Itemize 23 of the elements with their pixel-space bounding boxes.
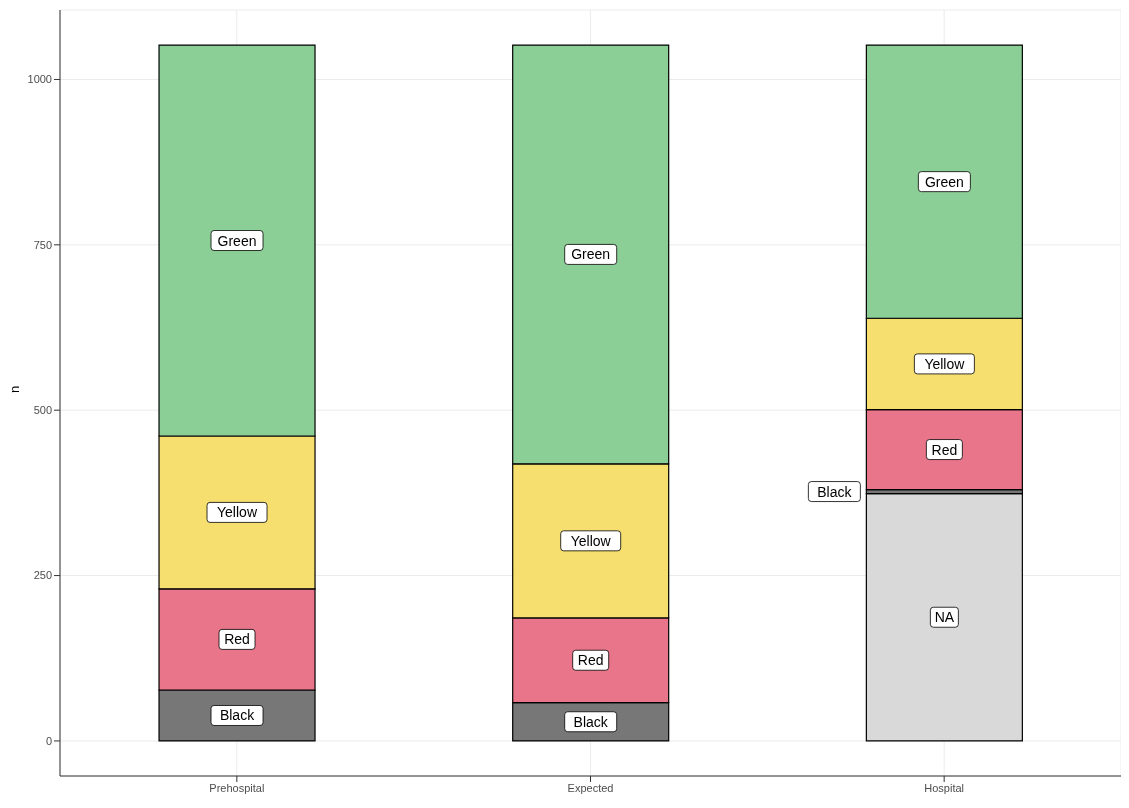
y-tick-label: 0 [45, 734, 52, 747]
text: Green [571, 246, 611, 263]
text: Black [817, 483, 852, 500]
y-tick-label: 1000 [27, 73, 52, 86]
y-tick-label: 750 [33, 238, 52, 251]
y-tick-label: 500 [33, 404, 52, 417]
text: Black [219, 707, 255, 724]
bar [865, 492, 1023, 742]
y-axis-title: n [6, 385, 22, 393]
x-tick-label: Hospital [924, 781, 965, 794]
series-label: Red [931, 441, 958, 458]
y-tick-label: 250 [33, 569, 52, 582]
series-label: Yellow [924, 355, 966, 372]
series-label: Green [217, 232, 257, 249]
text: Red [577, 652, 604, 669]
x-tick-label: Expected [567, 781, 614, 794]
text: Red [224, 631, 250, 648]
text: Yellow [570, 532, 611, 549]
text: Yellow [217, 504, 258, 521]
text: Green [924, 173, 964, 190]
series-label: NA [934, 609, 955, 626]
x-tick-label: Prehospital [209, 781, 265, 794]
series-label: Black [573, 713, 609, 730]
